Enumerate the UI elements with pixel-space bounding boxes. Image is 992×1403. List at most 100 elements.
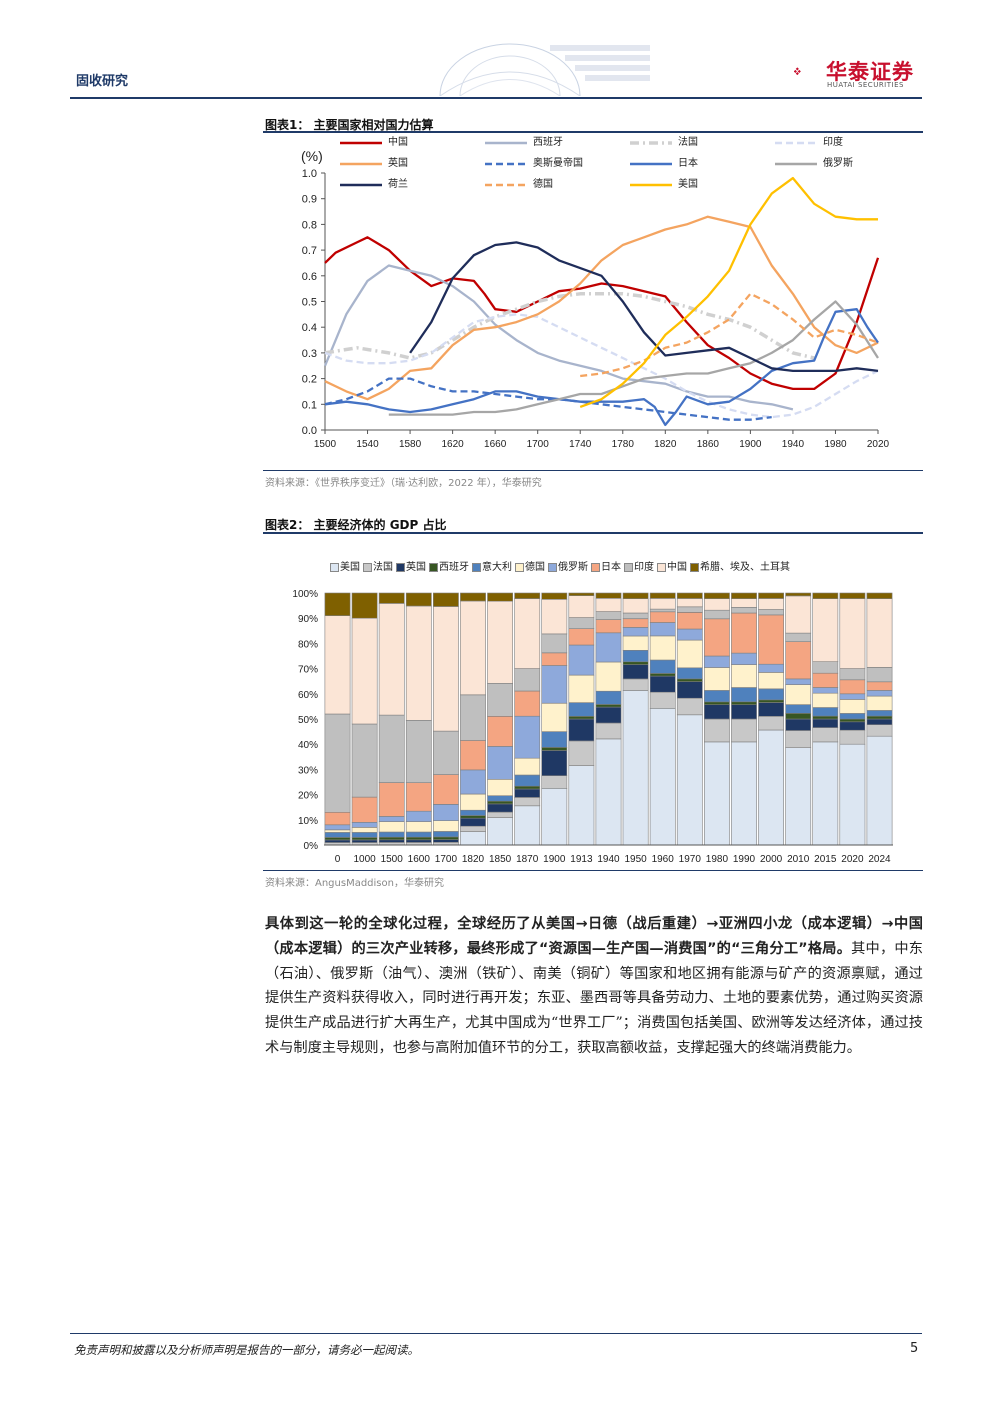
header-globe-decoration [439,43,650,96]
x-tick-label: 1990 [733,854,756,865]
bar-segment-德国 [703,667,730,691]
bar-segment-希腊、埃及、土耳其 [378,592,405,604]
bar-segment-法国 [649,691,676,709]
bar-segment-意大利 [703,690,730,703]
x-tick-label: 2010 [787,854,810,865]
y-tick-label: 0.7 [302,245,317,257]
bar-segment-中国 [649,598,676,610]
bar-segment-西班牙 [649,673,676,677]
x-tick-label: 1900 [543,854,566,865]
legend-label: 法国 [678,137,698,148]
legend-item: 印度 [624,558,654,573]
bar-segment-英国 [378,839,405,843]
bar-segment-印度 [541,633,568,654]
legend-swatch [340,162,382,166]
legend-label: 美国 [340,562,360,573]
bar-segment-印度 [405,720,432,784]
bar-segment-俄罗斯 [433,804,459,821]
bar-segment-印度 [378,714,405,783]
bar-segment-意大利 [487,795,514,802]
bar-segment-德国 [514,757,541,776]
bar-segment-英国 [676,681,703,699]
bar-segment-德国 [839,699,866,714]
bar-segment-西班牙 [487,800,514,805]
bar-segment-俄罗斯 [324,824,351,831]
bar-segment-意大利 [433,831,459,838]
bar-segment-英国 [351,839,378,843]
bar-segment-希腊、埃及、土耳其 [758,592,785,599]
bar-segment-日本 [405,782,432,812]
bar-segment-日本 [568,628,595,646]
bar-segment-俄罗斯 [622,627,649,637]
legend-swatch [429,562,438,572]
bar-segment-印度 [568,617,595,630]
bar-segment-英国 [324,839,351,843]
bar-segment-法国 [460,825,486,832]
bar-segment-西班牙 [378,836,405,841]
legend-label: 奥斯曼帝国 [533,158,583,169]
bar-segment-日本 [649,611,676,623]
x-tick-label: 1820 [462,854,485,865]
bar-segment-德国 [622,635,649,651]
bar-segment-日本 [676,612,703,630]
bar-segment-美国 [758,729,785,846]
x-tick-label: 2015 [814,854,837,865]
legend-label: 英国 [406,562,426,573]
bar-segment-中国 [541,599,568,635]
bar-segment-日本 [622,618,649,628]
bar-segment-俄罗斯 [866,690,893,697]
bar-segment-中国 [839,598,866,669]
y-tick-label: 0.1 [302,399,317,411]
bar-segment-意大利 [649,659,676,674]
y-tick-label: 1.0 [302,168,317,180]
bar-segment-希腊、埃及、土耳其 [812,592,839,599]
bar-segment-俄罗斯 [378,816,405,822]
x-tick-label: 1980 [824,439,847,450]
logo-subtext: HUATAI SECURITIES [827,81,904,89]
legend-label: 荷兰 [388,179,408,190]
bar-segment-希腊、埃及、土耳其 [676,592,703,599]
bar-segment-德国 [460,793,486,811]
x-tick-label: 0 [335,854,341,865]
bar-segment-日本 [703,618,730,657]
bar-segment-美国 [703,741,730,846]
series-line-荷兰 [409,241,879,373]
bar-segment-德国 [324,829,351,833]
y-tick-label: 0.4 [302,322,317,334]
bar-segment-德国 [433,820,459,832]
legend-swatch [591,562,600,572]
bar-segment-意大利 [731,687,757,703]
body-paragraph: 具体到这一轮的全球化过程，全球经历了从美国→日德（战后重建）→亚洲四小龙（成本逻… [265,912,923,1061]
bar-segment-德国 [785,684,812,705]
bar-segment-俄罗斯 [812,687,839,694]
legend-swatch [657,562,666,572]
bar-segment-意大利 [758,688,785,701]
bar-segment-希腊、埃及、土耳其 [568,592,595,597]
bar-segment-西班牙 [460,815,486,819]
legend-item: 意大利 [472,558,512,573]
bar-segment-中国 [433,606,459,732]
paragraph-bold: 具体到这一轮的全球化过程，全球经历了从美国→日德（战后重建）→亚洲四小龙（成本逻… [265,916,923,957]
page-number: 5 [910,1341,919,1356]
y-tick-label: 50% [298,715,318,726]
bar-segment-英国 [433,839,459,843]
bar-segment-德国 [541,703,568,732]
legend-item: 法国 [363,558,393,573]
legend-label: 日本 [601,562,621,573]
bar-segment-日本 [839,679,866,695]
footer-rule [70,1333,922,1334]
bar-segment-德国 [731,664,757,688]
y-tick-label: 90% [298,614,318,625]
figure2-bottom-rule [263,870,923,871]
bar-segment-意大利 [595,690,622,705]
bar-segment-德国 [812,692,839,708]
y-tick-label: 30% [298,765,318,776]
x-tick-label: 1000 [353,854,376,865]
figure2-rule [263,532,923,534]
bar-segment-中国 [487,600,514,684]
bar-segment-德国 [866,695,893,711]
bar-segment-印度 [649,608,676,613]
bar-segment-印度 [622,612,649,619]
bar-segment-中国 [595,598,622,612]
series-line-中国 [324,236,880,391]
